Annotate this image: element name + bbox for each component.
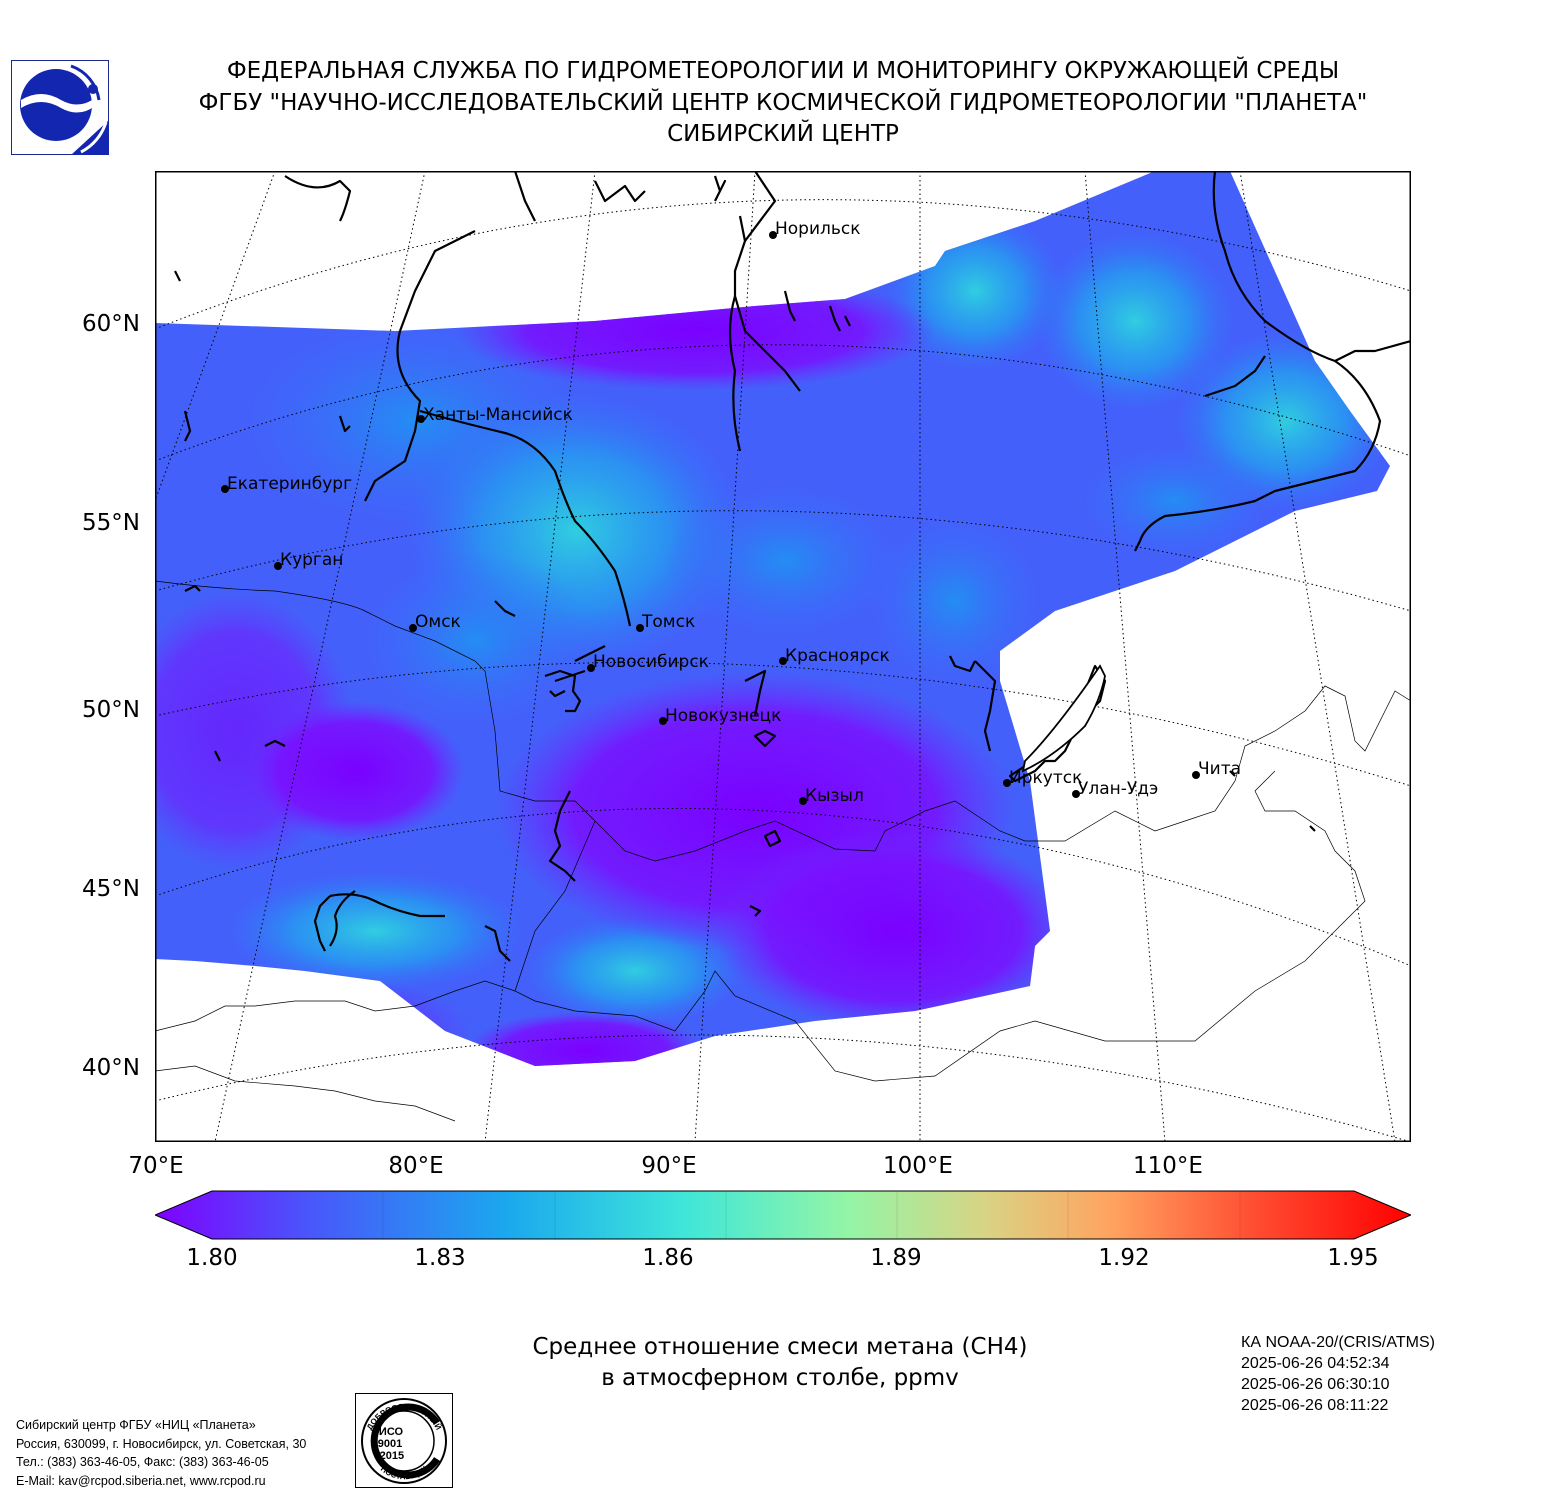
city-irkutsk: Иркутск xyxy=(1003,768,1082,788)
city-label: Улан-Удэ xyxy=(1078,779,1158,799)
footer-email: E-Mail: kav@rcpod.siberia.net, www.rcpod… xyxy=(16,1473,266,1488)
city-label: Красноярск xyxy=(785,646,890,666)
lake-baikal xyxy=(1021,664,1106,773)
city-label: Ханты-Мансийск xyxy=(423,405,573,425)
city-label: Омск xyxy=(415,612,461,632)
map-frame xyxy=(155,171,1411,1142)
ch4-field xyxy=(155,171,1390,1066)
header-line-1: ФЕДЕРАЛЬНАЯ СЛУЖБА ПО ГИДРОМЕТЕОРОЛОГИИ … xyxy=(226,58,1340,84)
city-label: Новосибирск xyxy=(593,652,709,672)
colorbar-tick-1: 1.80 xyxy=(186,1245,238,1271)
lon-label-80: 80°E xyxy=(388,1153,444,1179)
city-kurgan: Курган xyxy=(274,550,343,570)
city-label: Курган xyxy=(280,550,343,570)
iso-line-2: 9001 xyxy=(378,1438,402,1450)
borders xyxy=(155,580,1411,1122)
satellite-info: КА NOAA-20/(CRIS/ATMS) 2025-06-26 04:52:… xyxy=(1241,1332,1435,1416)
header-line-2: ФГБУ "НАУЧНО-ИССЛЕДОВАТЕЛЬСКИЙ ЦЕНТР КОС… xyxy=(198,89,1368,116)
satellite-time: 2025-06-26 08:11:22 xyxy=(1241,1397,1389,1414)
city-tomsk: Томск xyxy=(636,612,695,632)
parameter-title: Среднее отношение смеси метана (CH4) в а… xyxy=(470,1332,1090,1394)
lat-label-45: 45°N xyxy=(82,876,140,902)
city-label: Норильск xyxy=(775,219,861,239)
colorbar xyxy=(153,1190,1413,1240)
colorbar-tick-3: 1.86 xyxy=(642,1245,694,1271)
iso-line-1: ИСО xyxy=(379,1426,404,1438)
city-label: Кызыл xyxy=(805,786,864,806)
colorbar-tick-4: 1.89 xyxy=(870,1245,922,1271)
lon-label-70: 70°E xyxy=(128,1153,184,1179)
header: ФЕДЕРАЛЬНАЯ СЛУЖБА ПО ГИДРОМЕТЕОРОЛОГИИ … xyxy=(100,56,1466,151)
city-krasnoyarsk: Красноярск xyxy=(779,646,890,666)
lat-label-55: 55°N xyxy=(82,510,140,536)
city-norilsk: Норильск xyxy=(769,219,861,239)
planeta-logo xyxy=(11,60,109,155)
city-label: Чита xyxy=(1198,759,1241,779)
lon-label-90: 90°E xyxy=(641,1153,697,1179)
colorbar-tick-5: 1.92 xyxy=(1098,1245,1150,1271)
city-markers: Норильск Ханты-Мансийск Екатеринбург Кур… xyxy=(221,219,1241,806)
iso-line-3: -2015 xyxy=(376,1450,404,1462)
city-label: Екатеринбург xyxy=(227,474,352,494)
footer-org: Сибирский центр ФГБУ «НИЦ «Планета» xyxy=(16,1418,256,1432)
colorbar-tick-6: 1.95 xyxy=(1327,1245,1379,1271)
parameter-line-1: Среднее отношение смеси метана (CH4) xyxy=(532,1334,1028,1360)
lon-label-110: 110°E xyxy=(1133,1153,1203,1179)
satellite-time: 2025-06-26 04:52:34 xyxy=(1241,1355,1390,1372)
colorbar-tick-2: 1.83 xyxy=(414,1245,466,1271)
lat-label-60: 60°N xyxy=(82,311,140,337)
city-novosibirsk: Новосибирск xyxy=(587,652,709,672)
iso-badge: ДОБРОСОВЕСТНЫЙ ПОСТАВЩИК ИСО 9001 -2015 xyxy=(355,1393,453,1488)
city-novokuznetsk: Новокузнецк xyxy=(659,706,781,726)
lon-label-100: 100°E xyxy=(883,1153,953,1179)
lat-label-40: 40°N xyxy=(82,1055,140,1081)
methane-map: Норильск Ханты-Мансийск Екатеринбург Кур… xyxy=(155,171,1411,1142)
header-line-3: СИБИРСКИЙ ЦЕНТР xyxy=(667,121,899,147)
city-omsk: Омск xyxy=(409,612,461,632)
footer-address: Россия, 630099, г. Новосибирск, ул. Сове… xyxy=(16,1436,307,1451)
city-label: Томск xyxy=(641,612,695,632)
city-kyzyl: Кызыл xyxy=(799,786,864,806)
city-label: Новокузнецк xyxy=(665,706,781,726)
footer-contacts: Сибирский центр ФГБУ «НИЦ «Планета» Росс… xyxy=(16,1416,306,1490)
satellite-name: КА NOAA-20/(CRIS/ATMS) xyxy=(1241,1334,1435,1351)
city-yekaterinburg: Екатеринбург xyxy=(221,474,352,494)
city-chita: Чита xyxy=(1192,759,1241,779)
lat-label-50: 50°N xyxy=(82,697,140,723)
city-label: Иркутск xyxy=(1009,768,1082,788)
city-ulan-ude: Улан-Удэ xyxy=(1072,779,1158,799)
graticule xyxy=(155,171,1411,1142)
parameter-line-2: в атмосферном столбе, ppmv xyxy=(601,1365,959,1391)
satellite-time: 2025-06-26 06:30:10 xyxy=(1241,1376,1390,1393)
footer-phone: Тел.: (383) 363-46-05, Факс: (383) 363-4… xyxy=(16,1455,269,1469)
city-khanty-mansiysk: Ханты-Мансийск xyxy=(417,405,573,425)
